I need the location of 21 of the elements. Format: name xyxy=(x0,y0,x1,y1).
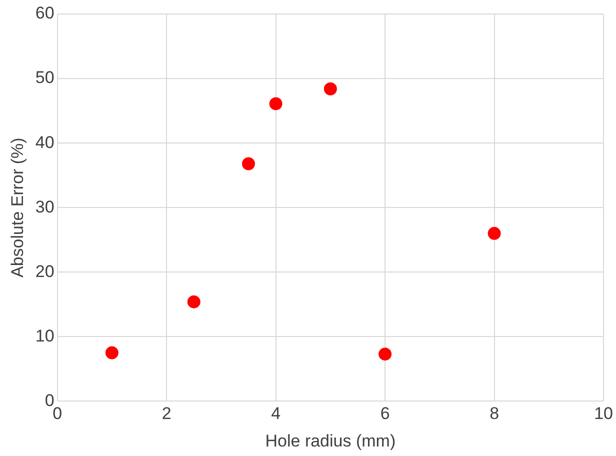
y-tick-label: 40 xyxy=(35,132,54,152)
y-axis-title: Absolute Error (%) xyxy=(8,138,27,278)
point xyxy=(324,82,337,96)
x-tick-label: 4 xyxy=(271,404,281,424)
y-tick-label: 20 xyxy=(35,262,54,281)
point xyxy=(488,226,501,240)
y-tick-label: 10 xyxy=(35,326,54,346)
y-tick-label: 0 xyxy=(44,390,54,410)
x-tick-label: 6 xyxy=(380,404,390,424)
point xyxy=(242,157,255,170)
x-tick-label: 2 xyxy=(162,404,172,424)
x-axis-title: Hole radius (mm) xyxy=(265,431,396,450)
point xyxy=(269,97,282,110)
y-tick-label: 60 xyxy=(35,4,54,23)
point xyxy=(105,346,118,360)
y-tick-label: 30 xyxy=(35,197,54,216)
point xyxy=(187,295,200,308)
x-tick-label: 8 xyxy=(490,404,500,424)
x-tick-label: 10 xyxy=(594,404,614,424)
y-tick-label: 50 xyxy=(35,68,54,88)
point xyxy=(378,348,392,361)
